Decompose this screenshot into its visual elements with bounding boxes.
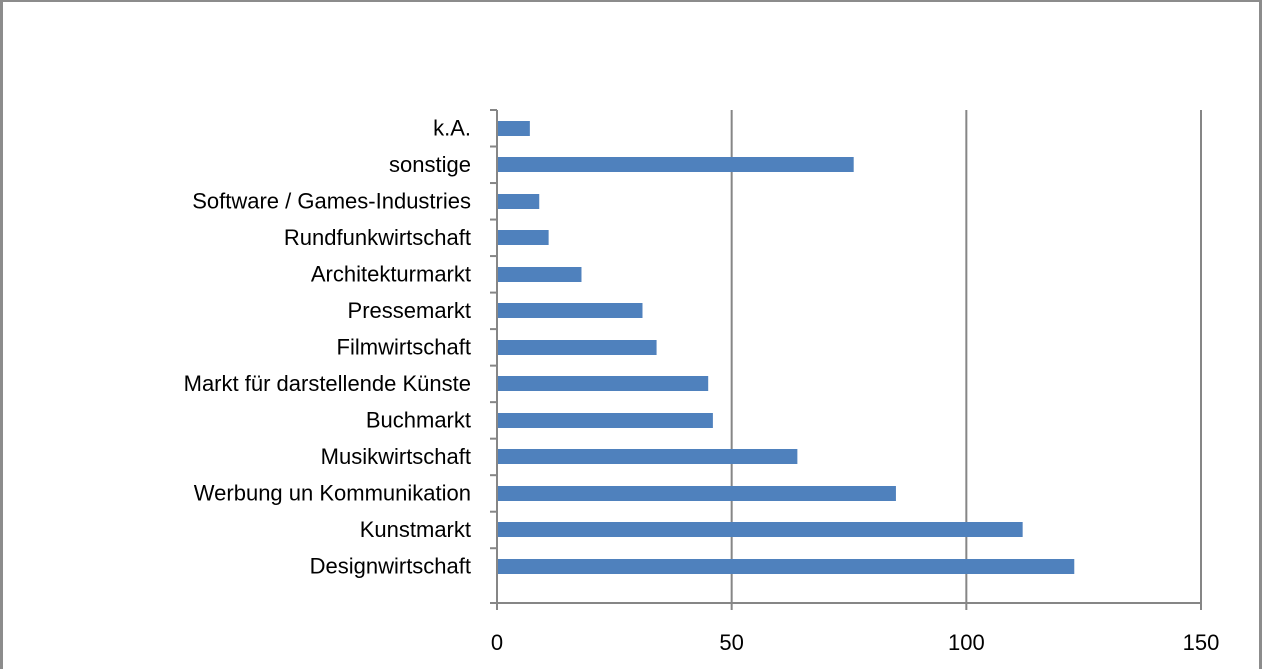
category-label: Filmwirtschaft	[337, 334, 471, 359]
bar	[498, 486, 896, 501]
bar	[498, 303, 643, 318]
bar-chart: k.A. sonstige Software / Games-Industries R…	[184, 109, 1219, 655]
category-label: k.A.	[433, 115, 471, 140]
category-labels: k.A. sonstige Software / Games-Industries R…	[184, 115, 471, 578]
bar	[498, 449, 798, 464]
bar	[498, 157, 854, 172]
bar	[498, 230, 549, 245]
bar	[498, 559, 1075, 574]
gridlines	[730, 110, 1202, 603]
category-label: Software / Games-Industries	[192, 188, 471, 213]
bar	[498, 413, 713, 428]
x-tick-label: 0	[491, 630, 503, 655]
axes	[490, 109, 1202, 610]
bars	[498, 121, 1075, 574]
bar	[498, 121, 530, 136]
bar	[498, 194, 540, 209]
bar	[498, 267, 582, 282]
category-label: Buchmarkt	[366, 407, 471, 432]
category-label: Pressemarkt	[348, 298, 471, 323]
bar	[498, 376, 709, 391]
category-label: Musikwirtschaft	[321, 444, 471, 469]
category-label: Werbung un Kommunikation	[194, 480, 471, 505]
bar	[498, 522, 1023, 537]
category-label: sonstige	[389, 152, 471, 177]
x-tick-label: 50	[719, 630, 743, 655]
x-tick-label: 150	[1183, 630, 1220, 655]
category-label: Architekturmarkt	[311, 261, 471, 286]
category-label: Kunstmarkt	[360, 517, 471, 542]
category-label: Designwirtschaft	[310, 553, 471, 578]
x-tick-label: 100	[948, 630, 985, 655]
x-tick-labels: 0 50 100 150	[491, 630, 1219, 655]
bar	[498, 340, 657, 355]
category-label: Markt für darstellende Künste	[184, 371, 471, 396]
category-label: Rundfunkwirtschaft	[284, 225, 471, 250]
